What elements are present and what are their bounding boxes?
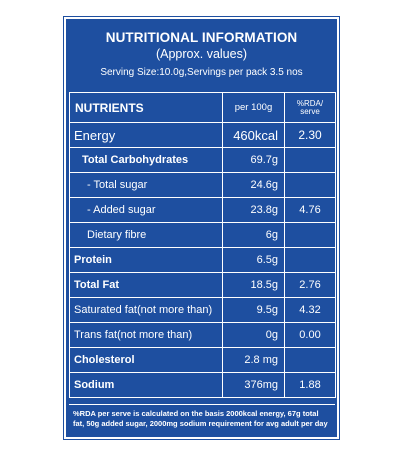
table-row: - Added sugar 23.8g 4.76 bbox=[69, 197, 336, 223]
nutrient-rda: 0.00 bbox=[284, 322, 336, 348]
table-row: Protein 6.5g bbox=[69, 247, 336, 273]
table-row: Sodium 376mg 1.88 bbox=[69, 372, 336, 398]
nutrient-name: Energy bbox=[69, 122, 223, 148]
nutrition-panel: NUTRITIONAL INFORMATION (Approx. values)… bbox=[63, 16, 340, 440]
table-row: Energy 460kcal 2.30 bbox=[69, 122, 336, 148]
nutrient-rda: 4.32 bbox=[284, 297, 336, 323]
rda-header: %RDA/ serve bbox=[284, 92, 336, 123]
table-row: - Total sugar 24.6g bbox=[69, 172, 336, 198]
nutrient-value: 18.5g bbox=[222, 272, 285, 298]
table-row: Dietary fibre 6g bbox=[69, 222, 336, 248]
nutrient-name: Total Fat bbox=[69, 272, 223, 298]
nutrient-value: 24.6g bbox=[222, 172, 285, 198]
nutrient-name: Protein bbox=[69, 247, 223, 273]
rda-header-line2: serve bbox=[300, 106, 320, 116]
nutrient-value: 376mg bbox=[222, 372, 285, 398]
rda-footnote: %RDA per serve is calculated on the basi… bbox=[69, 404, 335, 433]
nutrient-name: Saturated fat(not more than) bbox=[69, 297, 223, 323]
nutrition-table: NUTRIENTS per 100g %RDA/ serve Energy 46… bbox=[69, 92, 336, 398]
nutrient-rda: 2.30 bbox=[284, 122, 336, 148]
nutrient-rda bbox=[284, 347, 336, 373]
nutrient-rda: 2.76 bbox=[284, 272, 336, 298]
nutrient-name: - Added sugar bbox=[69, 197, 223, 223]
nutrient-rda bbox=[284, 147, 336, 173]
nutrient-name: - Total sugar bbox=[69, 172, 223, 198]
nutrient-value: 2.8 mg bbox=[222, 347, 285, 373]
table-row: Saturated fat(not more than) 9.5g 4.32 bbox=[69, 297, 336, 323]
nutrient-value: 6g bbox=[222, 222, 285, 248]
nutrient-rda: 1.88 bbox=[284, 372, 336, 398]
nutrient-rda bbox=[284, 247, 336, 273]
nutrient-name: Total Carbohydrates bbox=[69, 147, 223, 173]
table-row: Total Fat 18.5g 2.76 bbox=[69, 272, 336, 298]
table-header-row: NUTRIENTS per 100g %RDA/ serve bbox=[69, 92, 336, 123]
serving-info: Serving Size:10.0g,Servings per pack 3.5… bbox=[100, 67, 303, 78]
panel-header: NUTRITIONAL INFORMATION (Approx. values)… bbox=[66, 19, 337, 79]
nutrient-rda bbox=[284, 222, 336, 248]
nutrient-value: 23.8g bbox=[222, 197, 285, 223]
nutrient-name: Dietary fibre bbox=[69, 222, 223, 248]
nutrient-value: 9.5g bbox=[222, 297, 285, 323]
nutrient-rda bbox=[284, 172, 336, 198]
nutrient-name: Trans fat(not more than) bbox=[69, 322, 223, 348]
table-row: Cholesterol 2.8 mg bbox=[69, 347, 336, 373]
nutrient-name: Sodium bbox=[69, 372, 223, 398]
nutrient-value: 460kcal bbox=[222, 122, 285, 148]
panel-subtitle: (Approx. values) bbox=[155, 47, 247, 61]
nutrient-name: Cholesterol bbox=[69, 347, 223, 373]
rda-header-line1: %RDA/ bbox=[296, 98, 324, 108]
per100g-header: per 100g bbox=[222, 92, 285, 123]
nutrient-rda: 4.76 bbox=[284, 197, 336, 223]
nutrient-value: 0g bbox=[222, 322, 285, 348]
table-row: Total Carbohydrates 69.7g bbox=[69, 147, 336, 173]
nutrients-header: NUTRIENTS bbox=[69, 92, 223, 123]
nutrient-value: 6.5g bbox=[222, 247, 285, 273]
nutrient-value: 69.7g bbox=[222, 147, 285, 173]
table-row: Trans fat(not more than) 0g 0.00 bbox=[69, 322, 336, 348]
panel-title: NUTRITIONAL INFORMATION bbox=[105, 30, 298, 45]
